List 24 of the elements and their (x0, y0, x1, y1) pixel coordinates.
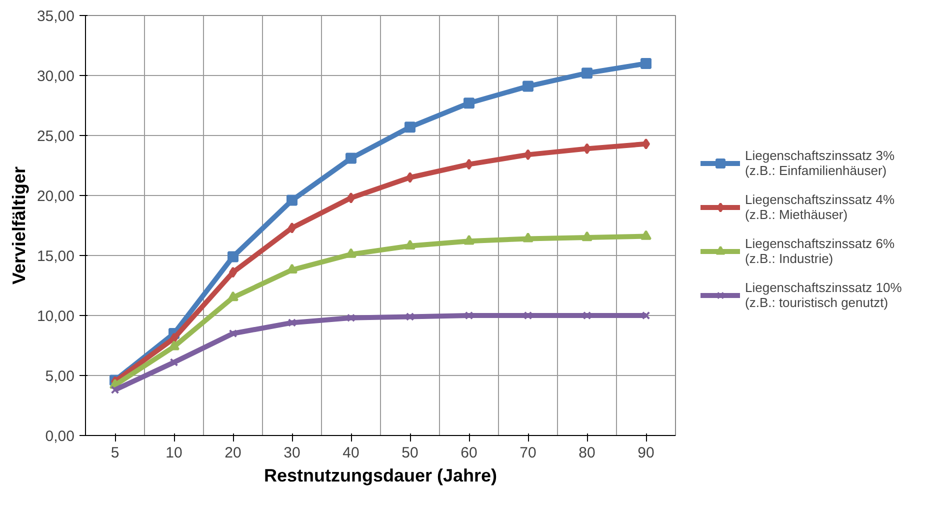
legend-label: Liegenschaftszinssatz 4% (z.B.: Miethäuser) (745, 192, 895, 222)
x-tick-label: 90 (638, 444, 654, 462)
legend-label: Liegenschaftszinssatz 10% (z.B.: touristisch genutzt) (745, 280, 902, 310)
x-axis-title: Restnutzungsdauer (Jahre) (264, 466, 498, 486)
y-tick-label: 20,00 (36, 188, 75, 205)
x-tick-label: 10 (166, 444, 182, 462)
y-axis-title: Vervielfältiger (8, 166, 29, 285)
x-tick-label: 30 (284, 444, 300, 462)
x-tick-label: 80 (578, 444, 596, 462)
y-tick-label: 15,00 (36, 248, 75, 265)
y-tick-label: 5,00 (45, 368, 75, 385)
x-tick-label: 20 (224, 444, 242, 462)
x-tick-label: 50 (402, 444, 418, 462)
x-tick-label: 70 (520, 444, 536, 462)
y-tick-label: 0,00 (45, 428, 75, 445)
y-tick-label: 30,00 (36, 68, 75, 85)
x-tick-label: 60 (460, 444, 478, 462)
y-tick-label: 35,00 (36, 8, 75, 25)
legend-label: Liegenschaftszinssatz 3% (z.B.: Einfamilienhäuser) (745, 148, 895, 178)
x-tick-label: 5 (110, 444, 120, 462)
y-tick-label: 10,00 (36, 308, 75, 325)
y-tick-label: 25,00 (36, 128, 75, 145)
legend-label: Liegenschaftszinssatz 6% (z.B.: Industrie) (745, 236, 895, 266)
x-tick-label: 40 (342, 444, 360, 462)
